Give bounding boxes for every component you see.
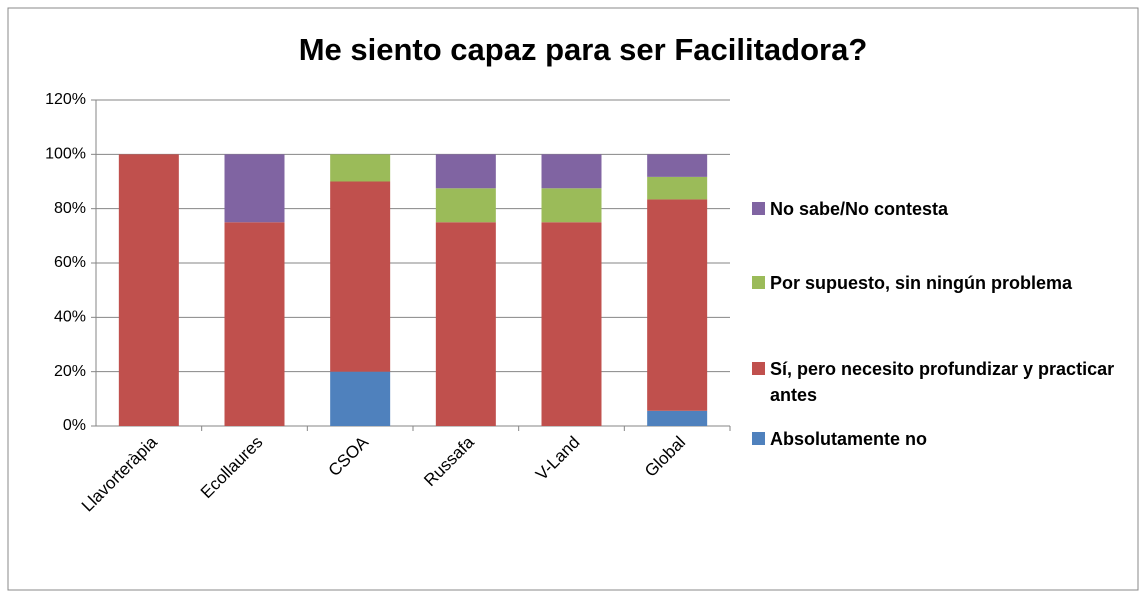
- legend-swatch: [752, 362, 765, 375]
- bar-segment: [435, 222, 496, 426]
- bar-segment: [647, 176, 708, 200]
- bar-segment: [541, 188, 602, 223]
- legend-swatch: [752, 276, 765, 289]
- bar-segment: [435, 188, 496, 223]
- y-tick-label: 20%: [54, 363, 86, 380]
- legend-label: Por supuesto, sin ningún problema: [770, 273, 1073, 293]
- bar-segment: [647, 199, 708, 411]
- y-tick-label: 60%: [54, 254, 86, 271]
- y-tick-label: 80%: [54, 200, 86, 217]
- bar-segment: [541, 222, 602, 426]
- legend-swatch: [752, 432, 765, 445]
- legend-swatch: [752, 202, 765, 215]
- bar-segment: [224, 222, 285, 426]
- legend-label: Sí, pero necesito profundizar y practica…: [770, 359, 1115, 405]
- y-tick-label: 100%: [45, 146, 86, 163]
- bar-segment: [118, 154, 179, 427]
- legend-item: Absolutamente no: [752, 426, 1132, 452]
- bar-segment: [330, 154, 391, 182]
- legend-item: Sí, pero necesito profundizar y practica…: [752, 356, 1132, 408]
- legend-label: Absolutamente no: [770, 429, 928, 449]
- legend-item: Por supuesto, sin ningún problema: [752, 270, 1132, 296]
- bar-segment: [224, 154, 285, 223]
- bar-segment: [330, 371, 391, 426]
- chart-title: Me siento capaz para ser Facilitadora?: [299, 32, 868, 67]
- bar-segment: [330, 181, 391, 372]
- y-tick-label: 40%: [54, 309, 86, 326]
- bar-segment: [435, 154, 496, 189]
- bar-segment: [647, 154, 708, 177]
- bar-segment: [647, 410, 708, 426]
- y-tick-label: 0%: [63, 417, 86, 434]
- legend-label: No sabe/No contesta: [770, 199, 949, 219]
- legend-item: No sabe/No contesta: [752, 196, 1132, 222]
- bar-segment: [541, 154, 602, 189]
- y-tick-label: 120%: [45, 91, 86, 108]
